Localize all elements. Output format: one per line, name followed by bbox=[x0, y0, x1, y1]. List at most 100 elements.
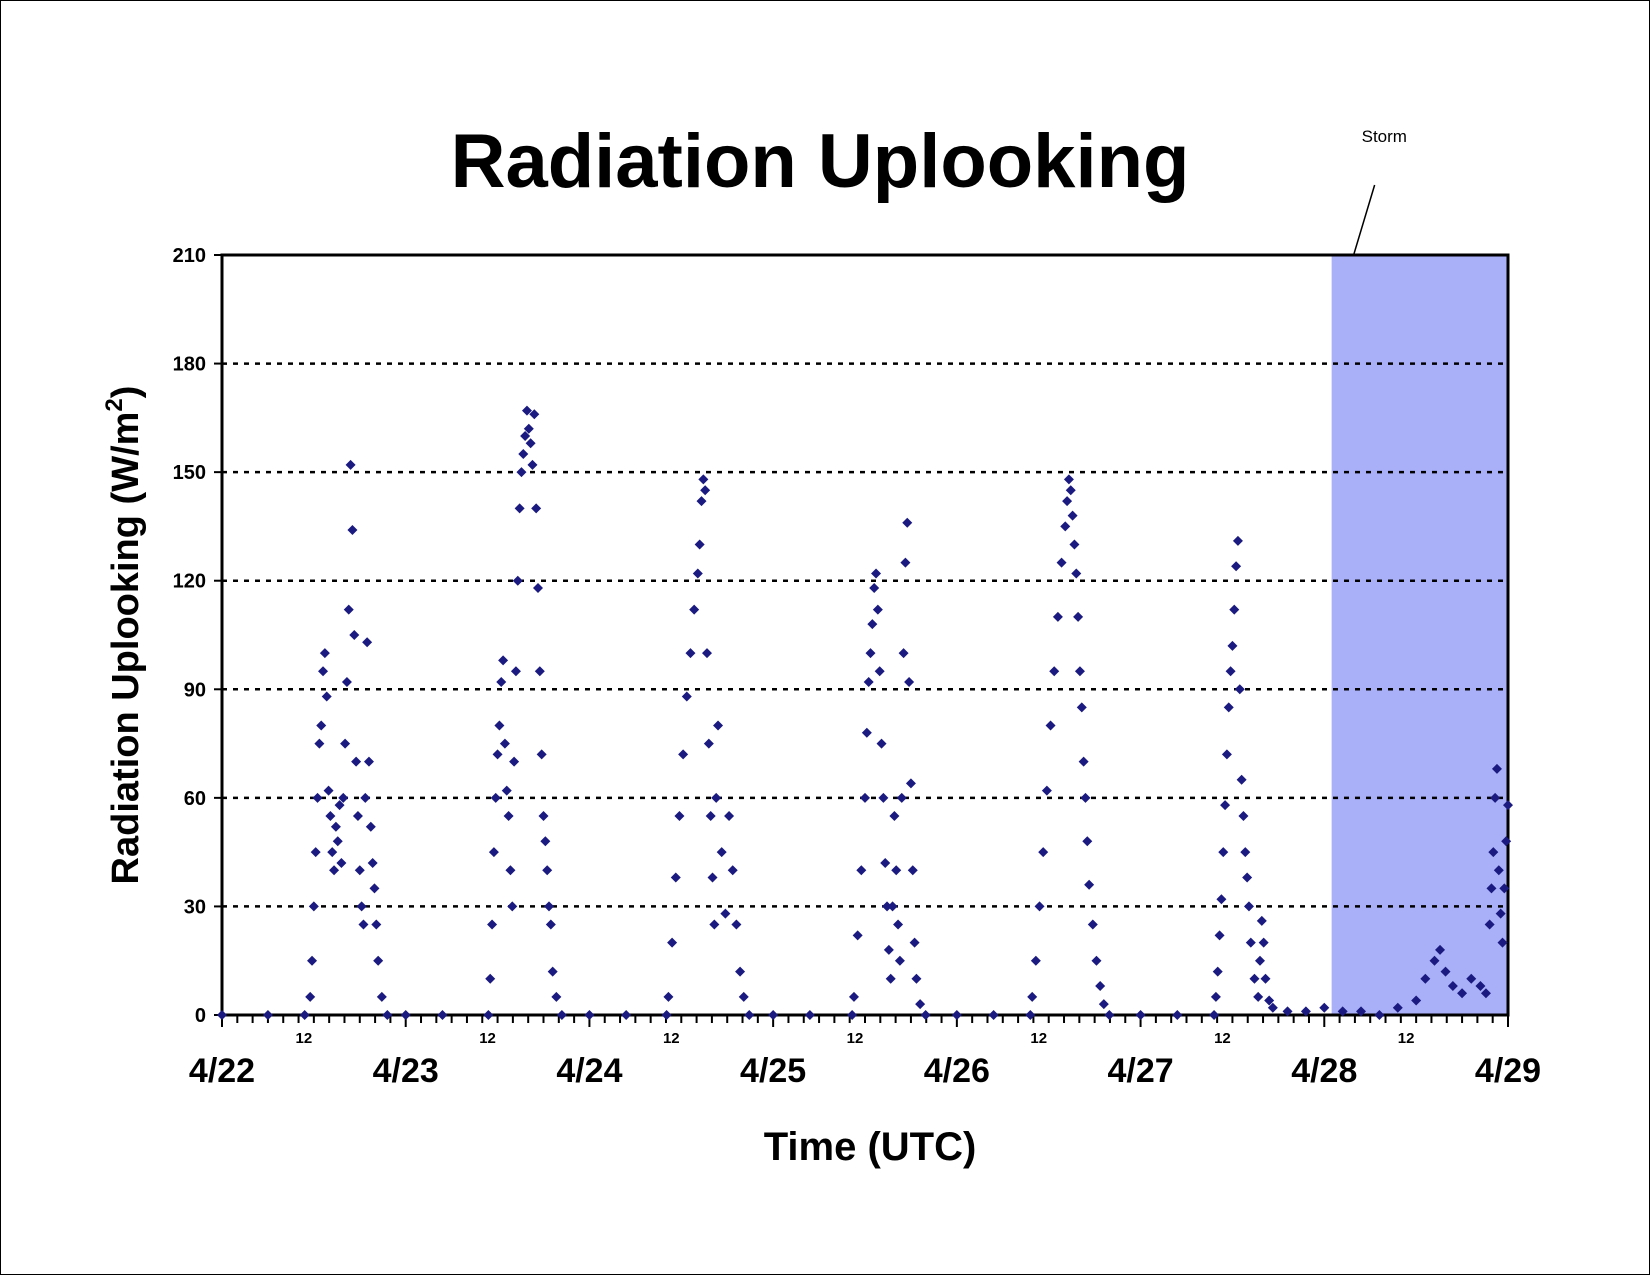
data-point bbox=[308, 901, 319, 912]
data-point bbox=[702, 648, 713, 659]
data-point bbox=[1082, 836, 1093, 847]
data-point bbox=[856, 865, 867, 876]
data-point bbox=[352, 810, 363, 821]
data-point bbox=[351, 756, 362, 767]
data-point bbox=[516, 467, 527, 478]
data-point bbox=[505, 865, 516, 876]
data-point bbox=[487, 919, 498, 930]
x-noon-label: 12 bbox=[847, 1030, 864, 1047]
data-point bbox=[371, 919, 382, 930]
data-point bbox=[1069, 539, 1080, 550]
data-point bbox=[310, 847, 321, 858]
data-point bbox=[670, 872, 681, 883]
data-point bbox=[1052, 611, 1063, 622]
x-axis-ticks: 4/22 4/23 4/24 4/25 4/26 4/27 4/28 4/29 12 12 12 12… bbox=[189, 1015, 1541, 1090]
data-point bbox=[1243, 901, 1254, 912]
data-point bbox=[305, 991, 316, 1002]
data-point bbox=[744, 1010, 755, 1020]
data-point bbox=[1493, 865, 1504, 876]
data-point bbox=[1227, 640, 1238, 651]
storm-shaded-region bbox=[1331, 255, 1508, 1015]
data-point bbox=[520, 430, 531, 441]
data-point bbox=[330, 821, 341, 832]
data-point bbox=[678, 749, 689, 760]
data-point bbox=[341, 677, 352, 688]
data-point bbox=[1501, 836, 1512, 847]
data-point bbox=[544, 901, 555, 912]
data-point bbox=[876, 738, 887, 749]
data-point bbox=[217, 1010, 227, 1020]
data-point bbox=[1503, 800, 1513, 811]
x-noon-label: 12 bbox=[296, 1030, 313, 1047]
data-point bbox=[488, 847, 499, 858]
data-point bbox=[1491, 763, 1502, 774]
data-point bbox=[696, 496, 707, 507]
data-point bbox=[724, 810, 735, 821]
data-point bbox=[1038, 847, 1049, 858]
data-point bbox=[1466, 973, 1477, 984]
data-point bbox=[1264, 995, 1275, 1006]
x-noon-label: 12 bbox=[1030, 1030, 1047, 1047]
data-point bbox=[1084, 879, 1095, 890]
data-point bbox=[694, 539, 705, 550]
data-point bbox=[885, 973, 896, 984]
data-point bbox=[1300, 1006, 1311, 1017]
data-point bbox=[882, 901, 893, 912]
data-point bbox=[318, 666, 329, 677]
data-point bbox=[1030, 955, 1041, 966]
data-point bbox=[501, 785, 512, 796]
data-point bbox=[709, 919, 720, 930]
data-point bbox=[1212, 966, 1223, 977]
data-point bbox=[1071, 568, 1082, 579]
data-point bbox=[1214, 930, 1225, 941]
data-point bbox=[532, 582, 543, 593]
data-point bbox=[362, 637, 373, 648]
data-point bbox=[1480, 988, 1491, 999]
data-point bbox=[904, 677, 915, 688]
data-point bbox=[1429, 955, 1440, 966]
data-point bbox=[584, 1010, 595, 1020]
data-point bbox=[1238, 810, 1249, 821]
grid-lines bbox=[222, 362, 1508, 908]
data-point bbox=[1027, 991, 1038, 1002]
data-point bbox=[1223, 702, 1234, 713]
data-point bbox=[1258, 937, 1269, 948]
data-point bbox=[494, 720, 505, 731]
data-point bbox=[700, 485, 711, 496]
y-axis-title-close: ) bbox=[105, 386, 147, 399]
data-point bbox=[663, 991, 674, 1002]
data-point bbox=[521, 405, 532, 416]
data-point bbox=[358, 919, 369, 930]
x-day-label: 4/26 bbox=[924, 1052, 990, 1090]
data-point bbox=[503, 810, 514, 821]
data-point bbox=[1056, 557, 1067, 568]
data-point bbox=[365, 821, 376, 832]
x-noon-label: 12 bbox=[479, 1030, 496, 1047]
y-tick-label: 60 bbox=[184, 788, 206, 810]
data-point bbox=[891, 865, 902, 876]
data-point bbox=[507, 901, 518, 912]
data-point bbox=[905, 778, 916, 789]
data-point bbox=[338, 792, 349, 803]
chart-title: Radiation Uplooking bbox=[451, 119, 1190, 204]
y-tick-label: 180 bbox=[173, 354, 206, 376]
data-point bbox=[312, 792, 323, 803]
y-tick-label: 120 bbox=[173, 571, 206, 593]
data-point bbox=[1209, 1010, 1220, 1020]
data-point bbox=[1091, 955, 1102, 966]
data-point bbox=[887, 901, 898, 912]
data-point bbox=[1260, 973, 1271, 984]
data-point bbox=[1245, 937, 1256, 948]
data-point bbox=[527, 459, 538, 470]
data-point bbox=[540, 836, 551, 847]
data-point bbox=[485, 973, 496, 984]
data-point bbox=[860, 792, 870, 803]
data-point bbox=[525, 438, 536, 449]
data-point bbox=[1267, 1002, 1278, 1013]
data-point bbox=[1231, 561, 1242, 572]
data-point bbox=[848, 991, 859, 1002]
data-point bbox=[1063, 474, 1074, 485]
data-point bbox=[883, 944, 894, 955]
data-point bbox=[689, 604, 700, 615]
data-point bbox=[902, 517, 913, 528]
